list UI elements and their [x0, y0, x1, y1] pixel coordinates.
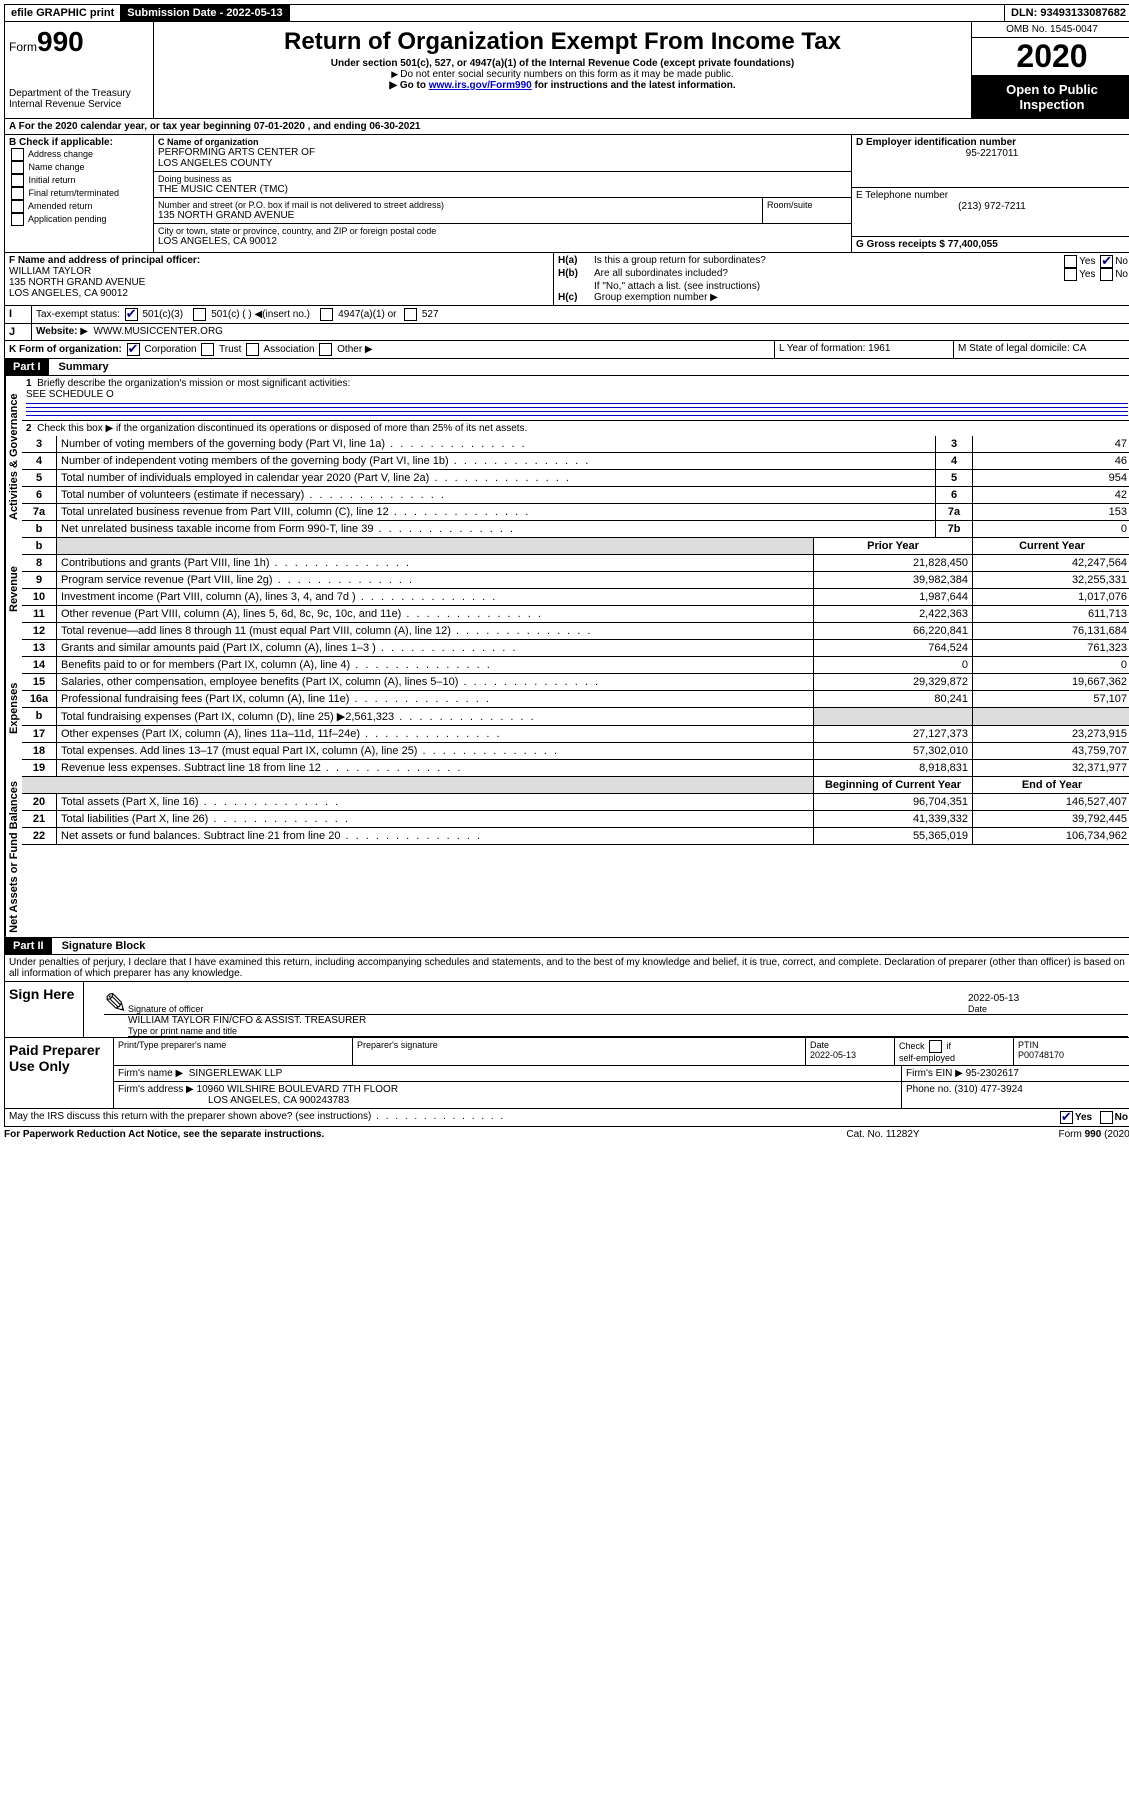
hb-no[interactable] — [1100, 268, 1113, 281]
i-4947[interactable] — [320, 308, 333, 321]
entity-block: B Check if applicable: Address change Na… — [4, 135, 1129, 253]
part1-header: Part I Summary — [4, 359, 1129, 376]
section-i: I Tax-exempt status: 501(c)(3) 501(c) ( … — [4, 306, 1129, 324]
i-527[interactable] — [404, 308, 417, 321]
paid-preparer-block: Paid Preparer Use Only Print/Type prepar… — [4, 1038, 1129, 1109]
self-employed-check[interactable] — [929, 1040, 942, 1053]
k-trust[interactable] — [201, 343, 214, 356]
section-klm: K Form of organization: Corporation Trus… — [4, 341, 1129, 359]
submission-date: Submission Date - 2022-05-13 — [121, 5, 289, 21]
ha-no[interactable] — [1100, 255, 1113, 268]
b-opt-check[interactable] — [11, 174, 24, 187]
b-opt-check[interactable] — [11, 213, 24, 226]
vlabel-governance: Activities & Governance — [5, 376, 22, 538]
org-name: PERFORMING ARTS CENTER OF LOS ANGELES CO… — [158, 147, 847, 169]
perjury-declaration: Under penalties of perjury, I declare th… — [4, 955, 1129, 982]
ein: 95-2217011 — [856, 148, 1128, 159]
tax-year: 2020 — [972, 38, 1129, 76]
firm-name: SINGERLEWAK LLP — [189, 1068, 283, 1079]
irs-link[interactable]: www.irs.gov/Form990 — [429, 80, 532, 91]
b-opt-check[interactable] — [11, 187, 24, 200]
officer-name: WILLIAM TAYLOR — [9, 266, 549, 277]
netassets-table: Beginning of Current Year End of Year 20… — [22, 777, 1129, 845]
ptin: P00748170 — [1018, 1050, 1064, 1060]
section-h: H(a) Is this a group return for subordin… — [554, 253, 1129, 305]
ha-yes[interactable] — [1064, 255, 1077, 268]
year-formation: L Year of formation: 1961 — [775, 341, 954, 358]
firm-phone: Phone no. (310) 477-3924 — [902, 1082, 1129, 1108]
officer-printed: WILLIAM TAYLOR FIN/CFO & ASSIST. TREASUR… — [128, 1015, 1128, 1026]
b-opt-check[interactable] — [11, 200, 24, 213]
street-address: 135 NORTH GRAND AVENUE — [158, 210, 758, 221]
i-501c3[interactable] — [125, 308, 138, 321]
city-state-zip: LOS ANGELES, CA 90012 — [158, 236, 847, 247]
omb-number: OMB No. 1545-0047 — [972, 22, 1129, 38]
topbar-spacer — [290, 5, 1005, 21]
instructions-link-row: ▶ Go to www.irs.gov/Form990 for instruct… — [162, 80, 963, 91]
section-f: F Name and address of principal officer:… — [5, 253, 554, 305]
website: WWW.MUSICCENTER.ORG — [94, 326, 223, 337]
k-assoc[interactable] — [246, 343, 259, 356]
hb-yes[interactable] — [1064, 268, 1077, 281]
officer-block: F Name and address of principal officer:… — [4, 253, 1129, 306]
sign-date: 2022-05-13 — [968, 993, 1128, 1004]
firm-ein: Firm's EIN ▶ 95-2302617 — [902, 1066, 1129, 1081]
footer: For Paperwork Reduction Act Notice, see … — [4, 1127, 1129, 1140]
vlabel-expenses: Expenses — [5, 640, 22, 777]
gross-receipts: G Gross receipts $ 77,400,055 — [856, 239, 1128, 250]
dba-name: THE MUSIC CENTER (TMC) — [158, 184, 847, 195]
part2-header: Part II Signature Block — [4, 938, 1129, 955]
discuss-row: May the IRS discuss this return with the… — [4, 1109, 1129, 1127]
ssn-note: Do not enter social security numbers on … — [162, 69, 963, 80]
mission-text: SEE SCHEDULE O — [26, 389, 114, 400]
b-opt-check[interactable] — [11, 148, 24, 161]
section-c: C Name of organization PERFORMING ARTS C… — [154, 135, 852, 252]
open-to-public: Open to Public Inspection — [972, 76, 1129, 118]
k-corp[interactable] — [127, 343, 140, 356]
state-domicile: M State of legal domicile: CA — [954, 341, 1129, 358]
discuss-no[interactable] — [1100, 1111, 1113, 1124]
sign-here-block: Sign Here ✎ Signature of officer 2022-05… — [4, 982, 1129, 1038]
section-j: J Website: ▶ WWW.MUSICCENTER.ORG — [4, 324, 1129, 341]
efile-label: efile GRAPHIC print — [5, 5, 121, 21]
phone: (213) 972-7211 — [856, 201, 1128, 212]
b-opt-check[interactable] — [11, 161, 24, 174]
form-header: Form990 Department of the Treasury Inter… — [4, 22, 1129, 119]
expenses-table: 13Grants and similar amounts paid (Part … — [22, 640, 1129, 777]
line-a: A For the 2020 calendar year, or tax yea… — [4, 119, 1129, 135]
dept-treasury: Department of the Treasury Internal Reve… — [9, 88, 149, 110]
vlabel-revenue: Revenue — [5, 538, 22, 640]
dln-label: DLN: 93493133087682 — [1005, 5, 1129, 21]
form-title: Return of Organization Exempt From Incom… — [162, 28, 963, 56]
section-d-e-g: D Employer identification number 95-2217… — [852, 135, 1129, 252]
revenue-table: b Prior Year Current Year 8Contributions… — [22, 538, 1129, 640]
discuss-yes[interactable] — [1060, 1111, 1073, 1124]
k-other[interactable] — [319, 343, 332, 356]
governance-table: 3Number of voting members of the governi… — [22, 436, 1129, 538]
firm-address: 10960 WILSHIRE BOULEVARD 7TH FLOOR — [197, 1084, 399, 1095]
vlabel-netassets: Net Assets or Fund Balances — [5, 777, 22, 937]
officer-addr: 135 NORTH GRAND AVENUE LOS ANGELES, CA 9… — [9, 277, 549, 299]
form-number: Form990 — [9, 26, 149, 58]
section-b: B Check if applicable: Address change Na… — [5, 135, 154, 252]
top-bar: efile GRAPHIC print Submission Date - 20… — [4, 4, 1129, 22]
form-subtitle: Under section 501(c), 527, or 4947(a)(1)… — [162, 58, 963, 69]
i-501c[interactable] — [193, 308, 206, 321]
